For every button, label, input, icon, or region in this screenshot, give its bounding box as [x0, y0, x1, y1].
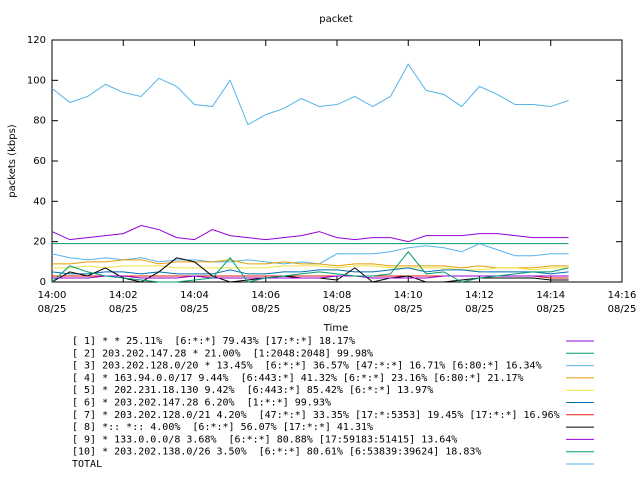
legend-label: [ 3] 203.202.128.0/20 * 13.45% [6:*:*] 3…: [72, 361, 542, 372]
x-tick-label: 14:14 08/25: [536, 290, 566, 315]
legend-label: [ 6] * 203.202.147.28 6.20% [1:*:*] 99.9…: [72, 398, 331, 409]
legend-label: [ 4] * 163.94.0.0/17 9.44% [6:443:*] 41.…: [72, 373, 524, 384]
legend-label: [ 2] 203.202.147.28 * 21.00% [1:2048:204…: [72, 348, 373, 359]
legend-label: [ 1] * * 25.11% [6:*:*] 79.43% [17:*:*] …: [72, 336, 355, 347]
x-tick-label: 14:12 08/25: [465, 290, 494, 315]
series-line: [51, 250, 569, 283]
y-tick-label: 80: [33, 116, 46, 127]
legend-label: [ 9] * 133.0.0.0/8 3.68% [6:*:*] 80.88% …: [72, 434, 457, 445]
y-tick-label: 60: [33, 156, 46, 167]
series-line: [52, 265, 569, 271]
chart-title: packet: [319, 14, 353, 25]
x-axis-label: Time: [323, 323, 348, 334]
legend-label: [10] * 203.202.138.0/26 3.50% [6:*:*] 80…: [72, 447, 481, 458]
x-tick-label: 14:00 08/25: [37, 290, 67, 315]
y-tick-label: 100: [27, 75, 46, 86]
legend-label: [ 8] *:: *:: 4.00% [6:*:*] 56.07% [17:*:…: [72, 422, 373, 433]
series-line: [51, 267, 569, 275]
series-line: [51, 63, 569, 126]
x-tick-label: 14:02 08/25: [108, 290, 138, 315]
y-tick-label: 20: [33, 237, 46, 248]
series-line: [52, 259, 569, 269]
series-line: [51, 243, 569, 265]
x-tick-label: 14:04 08/25: [180, 290, 209, 315]
series-line: [51, 225, 569, 243]
x-tick-label: 14:06 08/25: [251, 290, 281, 315]
x-tick-label: 14:08 08/25: [322, 290, 352, 315]
y-axis-label: packets (kbps): [7, 124, 18, 197]
plot-frame: [51, 39, 623, 283]
x-tick-label: 14:10 08/25: [393, 290, 423, 315]
y-tick-label: 40: [33, 196, 46, 207]
series-line: [52, 275, 569, 279]
legend-label: [ 7] * 203.202.128.0/21 4.20% [47:*:*] 3…: [72, 410, 560, 421]
legend-label: TOTAL: [72, 459, 102, 470]
y-tick-label: 120: [27, 35, 46, 46]
legend-label: [ 5] * 202.231.18.130 9.42% [6:443:*] 85…: [72, 385, 433, 396]
y-tick-label: 0: [40, 277, 46, 288]
x-tick-label: 14:16 08/25: [607, 290, 637, 315]
